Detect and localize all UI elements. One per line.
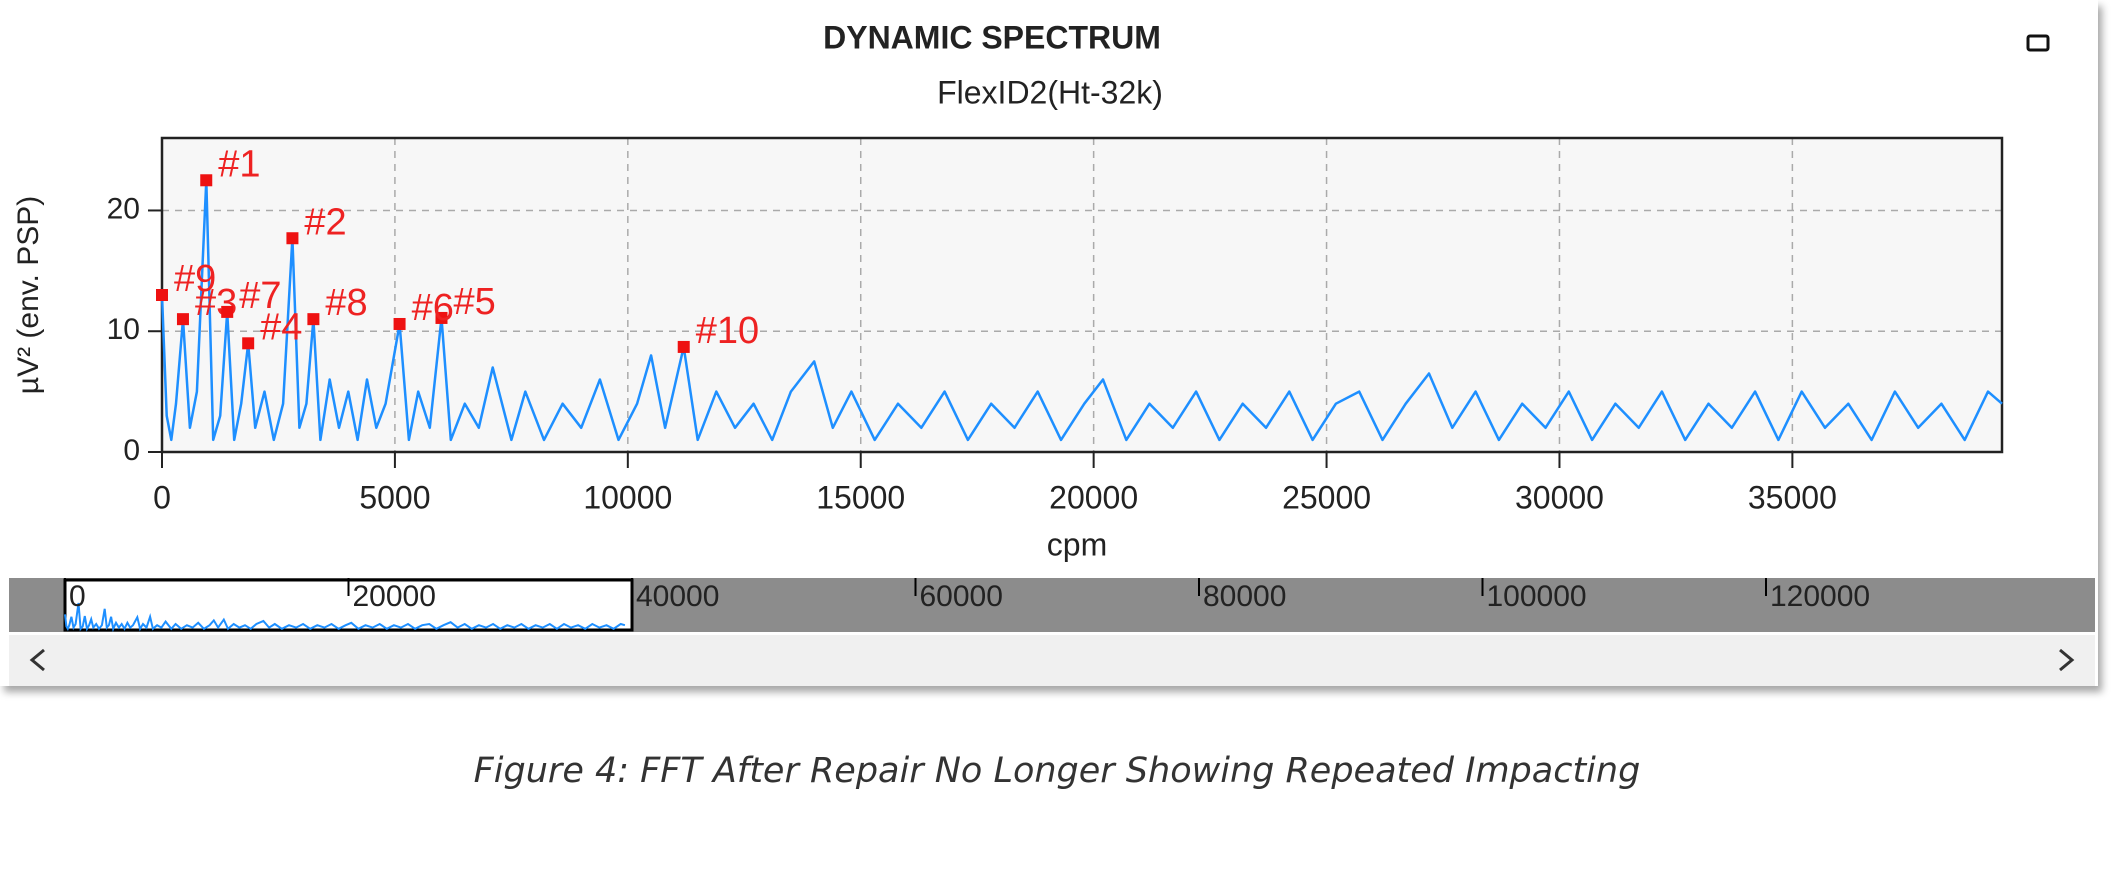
peak-label: #9 [174, 258, 216, 300]
x-tick-label: 35000 [1748, 479, 1837, 515]
overview-tick-label: 0 [69, 580, 86, 613]
peak-marker [307, 313, 320, 326]
peak-label: #7 [239, 275, 281, 317]
peak-label: #5 [453, 281, 495, 323]
x-tick-label: 25000 [1282, 479, 1371, 515]
scroll-right[interactable] [2059, 648, 2075, 672]
x-axis-label: cpm [1047, 526, 1107, 562]
x-tick-label: 30000 [1515, 479, 1604, 515]
overview-tick-label: 60000 [920, 580, 1003, 613]
minimize-icon[interactable] [2026, 34, 2050, 52]
peak-marker [435, 311, 448, 324]
peak-marker [242, 337, 255, 350]
x-tick-label: 10000 [583, 479, 672, 515]
peak-marker [156, 289, 168, 301]
y-tick-label: 20 [107, 192, 140, 225]
y-tick-label: 10 [107, 313, 140, 346]
peak-marker [677, 340, 690, 353]
peak-label: #4 [260, 306, 302, 348]
chart-subtitle: FlexID2(Ht-32k) [937, 74, 1163, 110]
plot-area [162, 138, 2002, 452]
peak-marker [176, 313, 189, 326]
peak-label: #8 [325, 282, 367, 324]
overview-line [64, 602, 626, 633]
scroll-left[interactable] [29, 648, 45, 672]
peak-marker [393, 317, 406, 330]
peak-marker [286, 232, 299, 245]
x-tick-label: 0 [153, 479, 171, 515]
caption: Figure 4: FFT After Repair No Longer Sho… [474, 751, 1641, 791]
peak-label: #1 [218, 143, 260, 185]
overview-tick-label: 80000 [1203, 580, 1286, 613]
overview-tick-label: 100000 [1487, 580, 1587, 613]
chart-title: DYNAMIC SPECTRUM [823, 19, 1161, 55]
x-tick-label: 15000 [816, 479, 905, 515]
y-axis-label: µV² (env. PSP) [12, 196, 45, 394]
x-tick-label: 20000 [1049, 479, 1138, 515]
overview-tick-label: 20000 [353, 580, 436, 613]
y-tick-label: 0 [123, 434, 140, 467]
peak-marker [221, 305, 234, 318]
peak-label: #6 [412, 287, 454, 329]
overview-tick-label: 40000 [636, 580, 719, 613]
peak-marker [200, 174, 213, 187]
overview-tick-label: 120000 [1770, 580, 1870, 613]
peak-label: #10 [696, 310, 759, 352]
peak-label: #2 [304, 201, 346, 243]
x-tick-label: 5000 [359, 479, 430, 515]
scrollbar[interactable] [9, 635, 2095, 686]
